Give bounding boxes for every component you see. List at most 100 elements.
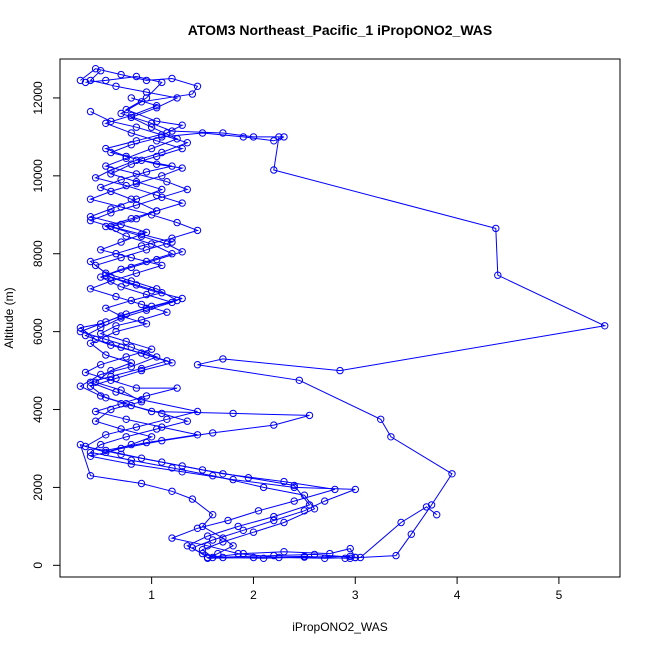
data-point	[122, 105, 130, 114]
data-point	[142, 246, 151, 254]
plot-frame	[59, 58, 621, 578]
data-point	[142, 228, 151, 237]
data-point	[86, 195, 95, 203]
data-point	[209, 429, 217, 437]
data-point	[147, 287, 156, 295]
data-point	[158, 78, 166, 87]
data-point	[102, 351, 110, 359]
data-point	[117, 425, 125, 433]
data-point	[112, 327, 120, 336]
data-point	[142, 88, 151, 96]
data-point	[168, 464, 176, 472]
data-point	[81, 368, 90, 377]
data-point	[117, 265, 125, 273]
data-point	[122, 154, 130, 163]
data-point	[107, 117, 115, 126]
data-point	[168, 298, 176, 307]
data-point	[127, 401, 136, 410]
data-point	[97, 329, 105, 338]
data-point	[112, 250, 120, 258]
data-point	[107, 166, 115, 174]
data-point	[168, 359, 176, 367]
data-point	[97, 183, 105, 192]
data-point	[290, 497, 298, 505]
data-point	[346, 544, 354, 553]
series-layer	[76, 65, 609, 562]
data-point	[163, 357, 171, 365]
data-point	[142, 76, 151, 85]
data-point	[127, 253, 136, 262]
data-point	[76, 382, 85, 390]
chart-title: ATOM3 Northeast_Pacific_1 iPropONO2_WAS	[188, 22, 492, 38]
data-point	[117, 220, 125, 229]
data-point	[239, 526, 248, 534]
data-point	[188, 90, 197, 98]
data-point	[259, 483, 268, 492]
data-point	[492, 224, 500, 233]
data-point	[86, 382, 95, 390]
data-point	[122, 433, 130, 441]
data-point	[219, 129, 227, 137]
data-point	[97, 370, 105, 379]
data-point	[122, 152, 130, 161]
data-point	[86, 339, 95, 347]
data-point	[168, 234, 176, 242]
data-point	[193, 431, 202, 439]
y-axis: 0 2000 4000 6000 8000 10000 12000	[31, 81, 60, 569]
data-point	[112, 322, 120, 330]
data-point	[290, 481, 298, 490]
data-point	[102, 335, 110, 344]
data-point	[158, 193, 166, 202]
data-point	[147, 407, 156, 416]
data-point	[198, 129, 207, 137]
data-point	[147, 119, 156, 128]
data-point	[86, 378, 95, 386]
data-point	[117, 283, 125, 291]
data-point	[153, 207, 161, 215]
data-point	[168, 250, 176, 258]
data-point	[153, 191, 161, 200]
data-point	[142, 257, 151, 266]
data-point	[81, 78, 90, 87]
data-point	[102, 269, 110, 277]
data-point	[102, 119, 110, 128]
data-point	[153, 102, 161, 110]
data-point	[168, 238, 176, 246]
data-point	[249, 133, 258, 141]
data-point	[132, 179, 141, 188]
data-point	[422, 503, 431, 511]
data-point	[280, 477, 288, 486]
series-1	[76, 65, 609, 562]
data-point	[173, 218, 181, 227]
data-point	[249, 528, 258, 536]
data-point	[91, 261, 100, 270]
data-point	[427, 501, 436, 509]
data-point	[132, 215, 141, 223]
x-axis: 1 2 3 4 5	[148, 577, 563, 602]
data-point	[173, 94, 181, 102]
data-point	[127, 113, 136, 122]
data-point	[147, 144, 156, 153]
data-point	[392, 551, 400, 560]
data-point	[112, 292, 120, 301]
data-point	[102, 162, 110, 170]
data-point	[137, 316, 146, 324]
data-point	[137, 454, 146, 462]
data-point	[158, 261, 166, 270]
data-point	[86, 452, 95, 460]
data-point	[86, 472, 95, 480]
data-point	[147, 433, 156, 441]
data-point	[107, 277, 115, 285]
data-point	[158, 458, 166, 466]
data-point	[97, 273, 105, 281]
data-point	[310, 550, 319, 559]
data-point	[346, 552, 354, 561]
data-point	[158, 131, 166, 139]
data-point	[433, 511, 441, 519]
data-point	[224, 516, 232, 525]
data-point	[183, 139, 192, 147]
data-point	[132, 170, 141, 178]
x-tick-label: 2	[250, 588, 257, 602]
data-point	[178, 199, 186, 207]
series-line	[78, 70, 356, 559]
